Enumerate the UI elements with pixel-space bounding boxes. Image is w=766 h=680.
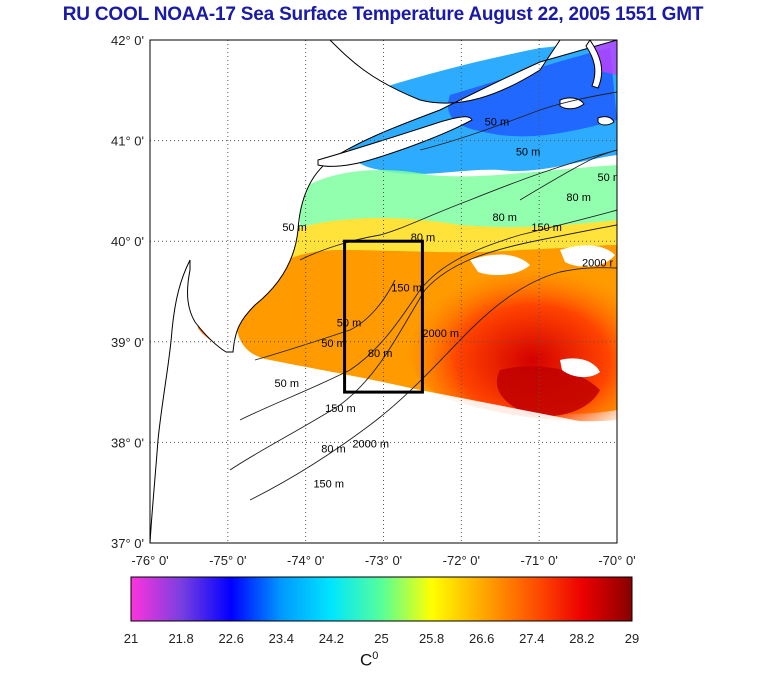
- contour-label: 50 m: [321, 338, 345, 350]
- contour-label: 80 m: [566, 192, 590, 204]
- contour-label: 50 m: [485, 117, 509, 129]
- contour-150m: [229, 224, 617, 471]
- lat-tick-label: 39° 0': [111, 335, 144, 350]
- contour-label-layer: 50 m 50 m 50 m 50 m 80 m 80 m 80 m 150 m 150 m 15…: [275, 117, 622, 491]
- contour-label: 80 m: [368, 348, 392, 360]
- colorbar-unit-label: C0: [360, 650, 378, 671]
- land-mass: [150, 40, 617, 543]
- contour-label: 150 m: [325, 403, 356, 415]
- cape-cod: [585, 40, 603, 89]
- contour-label: 150 m: [313, 479, 344, 491]
- study-area-box: [343, 239, 424, 394]
- contour-label: 50 m: [282, 222, 306, 234]
- colorbar-tick-label: 21.8: [168, 631, 193, 646]
- colorbar-unit-superscript: 0: [372, 650, 379, 662]
- contour-80m: [239, 209, 617, 421]
- contour-label: 150 m: [391, 283, 422, 295]
- sst-cold-core: [448, 48, 617, 137]
- lat-tick-label: 41° 0': [111, 134, 144, 149]
- nantucket: [597, 116, 615, 126]
- longitude-tick-labels: -76° 0' -75° 0' -74° 0' -73° 0' -72° 0' -71° …: [131, 553, 635, 568]
- lon-tick-label: -70° 0': [598, 553, 635, 568]
- contour-50m-south: [254, 279, 396, 361]
- lon-tick-label: -74° 0': [287, 553, 324, 568]
- contour-label: 50 m: [275, 378, 299, 390]
- contour-north-shelf: [419, 91, 617, 151]
- colorbar-tick-label: 22.6: [219, 631, 244, 646]
- cloud-patch-1: [470, 254, 530, 276]
- contour-label: 80 m: [321, 443, 345, 455]
- contour-label: 50 m: [598, 172, 622, 184]
- lat-tick-label: 38° 0': [111, 435, 144, 450]
- lon-tick-label: -71° 0': [521, 553, 558, 568]
- colorbar-tick-label: 25: [374, 631, 388, 646]
- colorbar-tick-label: 27.4: [519, 631, 544, 646]
- contour-50m: [299, 149, 617, 261]
- colorbar-tick-label: 21: [124, 631, 138, 646]
- colorbar-tick-label: 24.2: [319, 631, 344, 646]
- contour-label: 2000 r: [582, 257, 614, 269]
- cloud-patch-3: [560, 358, 600, 378]
- lon-tick-label: -72° 0': [443, 553, 480, 568]
- contour-north-shelf-2: [519, 149, 617, 201]
- map-title: RU COOL NOAA-17 Sea Surface Temperature …: [62, 4, 704, 25]
- colorbar-tick-label: 28.2: [569, 631, 594, 646]
- colorbar-unit: C: [360, 650, 373, 670]
- map-frame: [149, 39, 618, 544]
- colorbar-tick-label: 23.4: [269, 631, 294, 646]
- contour-label: 50 m: [337, 318, 361, 330]
- temperature-colorbar: [130, 576, 633, 622]
- latitude-tick-labels: 42° 0' 41° 0' 40° 0' 39° 0' 38° 0' 37° 0': [111, 33, 144, 551]
- contour-label: 2000 m: [352, 438, 389, 450]
- colorbar-tick-labels: 21 21.8 22.6 23.4 24.2 25 25.8 26.6 27.4 28.2 29: [124, 631, 639, 646]
- lon-tick-label: -75° 0': [209, 553, 246, 568]
- lon-tick-label: -73° 0': [365, 553, 402, 568]
- colorbar-tick-label: 25.8: [419, 631, 444, 646]
- contour-label: 150 m: [531, 222, 562, 234]
- cloud-patch-2: [560, 245, 615, 267]
- lon-tick-label: -76° 0': [131, 553, 168, 568]
- contour-label: 2000 m: [422, 328, 459, 340]
- map-area: 50 m 50 m 50 m 50 m 80 m 80 m 80 m 150 m 150 m 15…: [150, 40, 622, 543]
- sst-hot-patch: [496, 366, 600, 417]
- lat-tick-label: 40° 0': [111, 234, 144, 249]
- long-island: [317, 116, 473, 167]
- contour-label: 50 m: [516, 147, 540, 159]
- lat-tick-label: 42° 0': [111, 33, 144, 48]
- lat-tick-label: 37° 0': [111, 536, 144, 551]
- marthas-vineyard: [559, 97, 585, 110]
- colorbar-tick-label: 29: [625, 631, 639, 646]
- colorbar-tick-label: 26.6: [469, 631, 494, 646]
- contour-label: 80 m: [492, 212, 516, 224]
